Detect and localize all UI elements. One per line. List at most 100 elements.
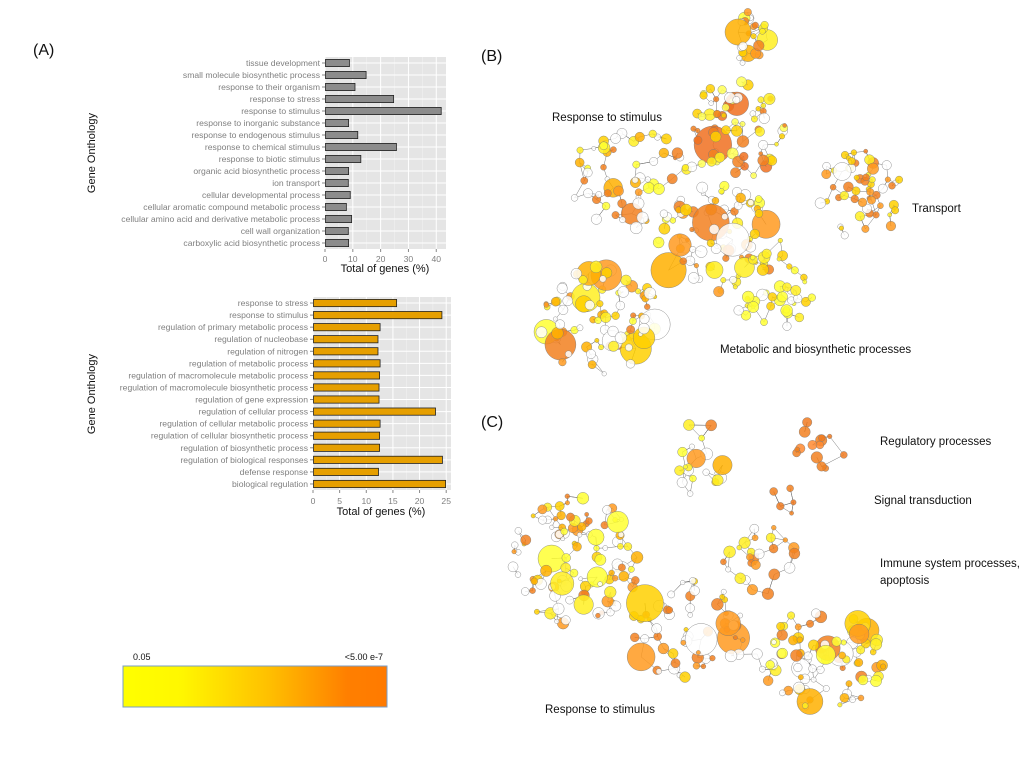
network-node bbox=[783, 538, 788, 543]
network-node bbox=[632, 177, 638, 183]
network-node bbox=[799, 426, 810, 437]
network-node bbox=[806, 620, 813, 627]
network-node bbox=[726, 567, 731, 572]
network-node bbox=[621, 275, 632, 286]
network-node bbox=[591, 214, 601, 224]
network-c-label-signal: Signal transduction bbox=[874, 495, 972, 507]
network-node bbox=[598, 582, 603, 587]
network-node bbox=[565, 501, 569, 505]
network-node bbox=[694, 136, 702, 144]
x-tick-label: 40 bbox=[431, 254, 441, 264]
network-node bbox=[823, 162, 831, 170]
network-node bbox=[680, 672, 691, 683]
network-node bbox=[600, 276, 607, 283]
network-node bbox=[721, 126, 730, 135]
network-node bbox=[707, 157, 716, 166]
category-label: regulation of biological responses bbox=[180, 455, 308, 465]
y-axis-title: Gene Onthology bbox=[86, 353, 98, 434]
network-node bbox=[693, 662, 700, 669]
network-node bbox=[668, 591, 675, 598]
network-node bbox=[858, 695, 864, 701]
network-node bbox=[680, 204, 692, 216]
color-legend: 0.05 <5.00 e-7 bbox=[123, 652, 387, 707]
network-node bbox=[666, 607, 673, 614]
network-node bbox=[709, 224, 719, 234]
network-node bbox=[588, 529, 604, 545]
network-node bbox=[557, 511, 566, 520]
bar bbox=[314, 372, 380, 379]
network-node bbox=[565, 351, 572, 358]
network-node bbox=[698, 160, 706, 168]
network-node bbox=[769, 569, 780, 580]
network-node bbox=[652, 624, 662, 634]
network-node bbox=[680, 258, 687, 265]
network-node bbox=[721, 589, 726, 594]
network-node bbox=[855, 658, 863, 666]
network-node bbox=[595, 338, 599, 342]
network-node bbox=[711, 598, 723, 610]
network-node bbox=[707, 239, 715, 247]
network-node bbox=[658, 643, 669, 654]
network-node bbox=[811, 609, 820, 618]
x-tick-label: 10 bbox=[362, 496, 372, 506]
network-node bbox=[686, 604, 695, 613]
bar bbox=[314, 311, 442, 318]
network-node bbox=[841, 232, 848, 239]
network-node bbox=[795, 313, 804, 322]
network-node bbox=[515, 527, 522, 534]
network-node bbox=[629, 318, 636, 325]
network-node bbox=[797, 637, 803, 643]
network-node bbox=[817, 462, 827, 472]
network-node bbox=[843, 182, 853, 192]
network-node bbox=[788, 636, 797, 645]
network-node bbox=[602, 202, 610, 210]
network-node bbox=[770, 487, 778, 495]
bar bbox=[314, 444, 380, 451]
category-label: cellular amino acid and derivative metab… bbox=[121, 214, 320, 224]
network-node bbox=[761, 21, 769, 29]
network-node bbox=[616, 301, 625, 310]
network-node bbox=[508, 562, 518, 572]
network-node bbox=[650, 157, 658, 165]
category-label: defense response bbox=[240, 467, 309, 477]
network-node bbox=[631, 576, 639, 584]
network-node bbox=[626, 585, 663, 622]
network-node bbox=[880, 664, 885, 669]
category-label: regulation of metabolic process bbox=[189, 358, 308, 368]
network-node bbox=[610, 147, 616, 153]
network-node bbox=[544, 302, 549, 307]
network-node bbox=[555, 501, 564, 510]
network-node bbox=[577, 147, 583, 153]
network-node bbox=[620, 217, 626, 223]
network-node bbox=[635, 189, 642, 196]
network-node bbox=[758, 155, 769, 166]
network-node bbox=[827, 434, 832, 439]
network-node bbox=[869, 177, 875, 183]
network-node bbox=[553, 603, 564, 614]
network-node bbox=[602, 371, 607, 376]
network-node bbox=[733, 635, 737, 639]
network-node bbox=[740, 152, 749, 161]
network-node bbox=[791, 500, 796, 505]
network-node bbox=[596, 191, 602, 197]
category-label: biological regulation bbox=[232, 479, 308, 489]
network-node bbox=[777, 630, 788, 641]
network-node bbox=[804, 652, 812, 660]
category-label: carboxylic acid biosynthetic process bbox=[183, 238, 320, 248]
network-node bbox=[563, 296, 573, 306]
network-node bbox=[839, 652, 846, 659]
network-node bbox=[864, 149, 868, 153]
network-node bbox=[644, 287, 656, 299]
network-node bbox=[688, 612, 693, 617]
bar bbox=[326, 215, 352, 222]
x-tick-label: 30 bbox=[404, 254, 414, 264]
network-node bbox=[803, 280, 807, 284]
network-node bbox=[764, 93, 775, 104]
x-tick-label: 0 bbox=[323, 254, 328, 264]
category-label: cellular developmental process bbox=[202, 190, 320, 200]
network-node bbox=[756, 106, 761, 111]
network-node bbox=[583, 168, 592, 177]
network-node bbox=[752, 22, 758, 28]
category-label: response to stress bbox=[250, 94, 320, 104]
